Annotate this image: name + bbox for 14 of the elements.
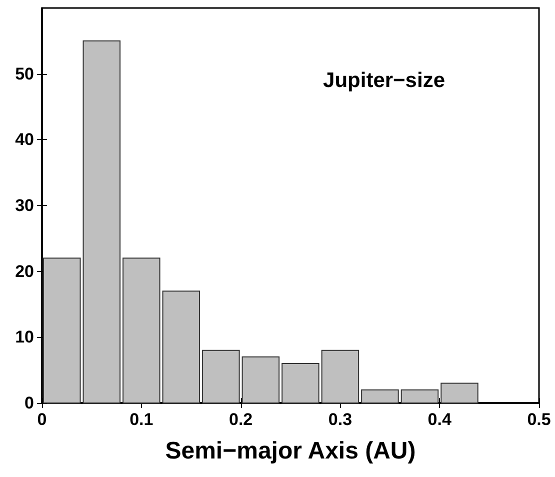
- x-tick-label: 0.5: [527, 410, 551, 429]
- x-tick-label: 0.4: [428, 410, 452, 429]
- x-tick-label: 0.3: [328, 410, 352, 429]
- x-tick-label: 0.2: [228, 410, 253, 429]
- y-tick-label: 50: [15, 64, 34, 84]
- annotation: Jupiter−size: [323, 69, 446, 92]
- y-tick-label: 20: [15, 262, 34, 281]
- y-tick-label: 0: [24, 394, 34, 412]
- y-tick-label: 10: [15, 328, 34, 347]
- y-tick-label: 40: [15, 130, 34, 150]
- x-axis-title: Semi−major Axis (AU): [165, 438, 416, 464]
- x-tick-label: 0: [37, 410, 47, 429]
- x-tick-label: 0.1: [130, 410, 154, 429]
- y-tick-label: 30: [15, 196, 34, 215]
